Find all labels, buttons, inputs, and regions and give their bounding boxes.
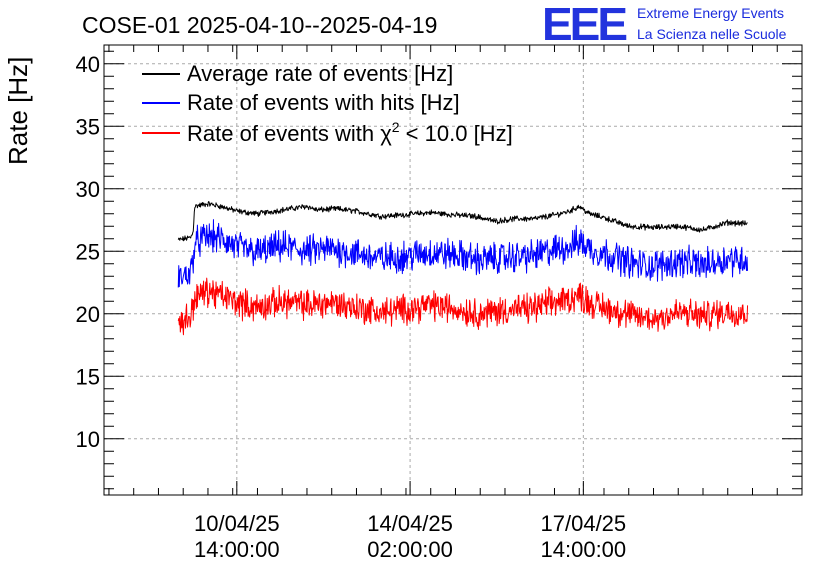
x-tick-label-time: 14:00:00 <box>541 537 627 562</box>
legend-chi2-suffix: < 10.0 [Hz] <box>400 121 513 146</box>
legend-chi2-superscript: 2 <box>392 119 400 135</box>
chart-title: COSE-01 2025-04-10--2025-04-19 <box>82 12 437 38</box>
x-tick-label-time: 02:00:00 <box>367 537 453 562</box>
x-tick-label-date: 17/04/25 <box>541 511 627 536</box>
legend-label-hits: Rate of events with hits [Hz] <box>187 90 460 115</box>
logo-line-1: Extreme Energy Events <box>637 5 784 21</box>
legend-label-average: Average rate of events [Hz] <box>187 61 453 86</box>
legend-chi2-prefix: Rate of events with χ <box>187 121 392 146</box>
y-tick-label: 15 <box>76 364 100 389</box>
legend-label-chi2: Rate of events with χ2 < 10.0 [Hz] <box>187 119 513 146</box>
y-tick-label: 30 <box>76 177 100 202</box>
plot-frame <box>103 44 803 496</box>
y-axis-label: Rate [Hz] <box>3 57 33 165</box>
y-tick-label: 35 <box>76 114 100 139</box>
y-tick-label: 25 <box>76 239 100 264</box>
x-tick-label-date: 10/04/25 <box>194 511 280 536</box>
x-tick-label-time: 14:00:00 <box>194 537 280 562</box>
series-line-hits-rate <box>177 219 749 288</box>
eee-logo-letters: EEE <box>542 0 626 50</box>
y-tick-label: 40 <box>76 52 100 77</box>
y-tick-label: 10 <box>76 427 100 452</box>
axis-ticks: 1015202530354010/04/2514:00:0014/04/2502… <box>76 45 802 562</box>
y-tick-label: 20 <box>76 302 100 327</box>
series-line-chi2-rate <box>177 277 749 336</box>
legend: Average rate of events [Hz] Rate of even… <box>142 61 513 146</box>
x-tick-label-date: 14/04/25 <box>367 511 453 536</box>
logo-line-2: La Scienza nelle Scuole <box>637 26 787 42</box>
series-layer <box>177 200 749 336</box>
eee-logo: EEE Extreme Energy Events La Scienza nel… <box>542 0 787 50</box>
series-line-average-rate <box>177 200 748 242</box>
